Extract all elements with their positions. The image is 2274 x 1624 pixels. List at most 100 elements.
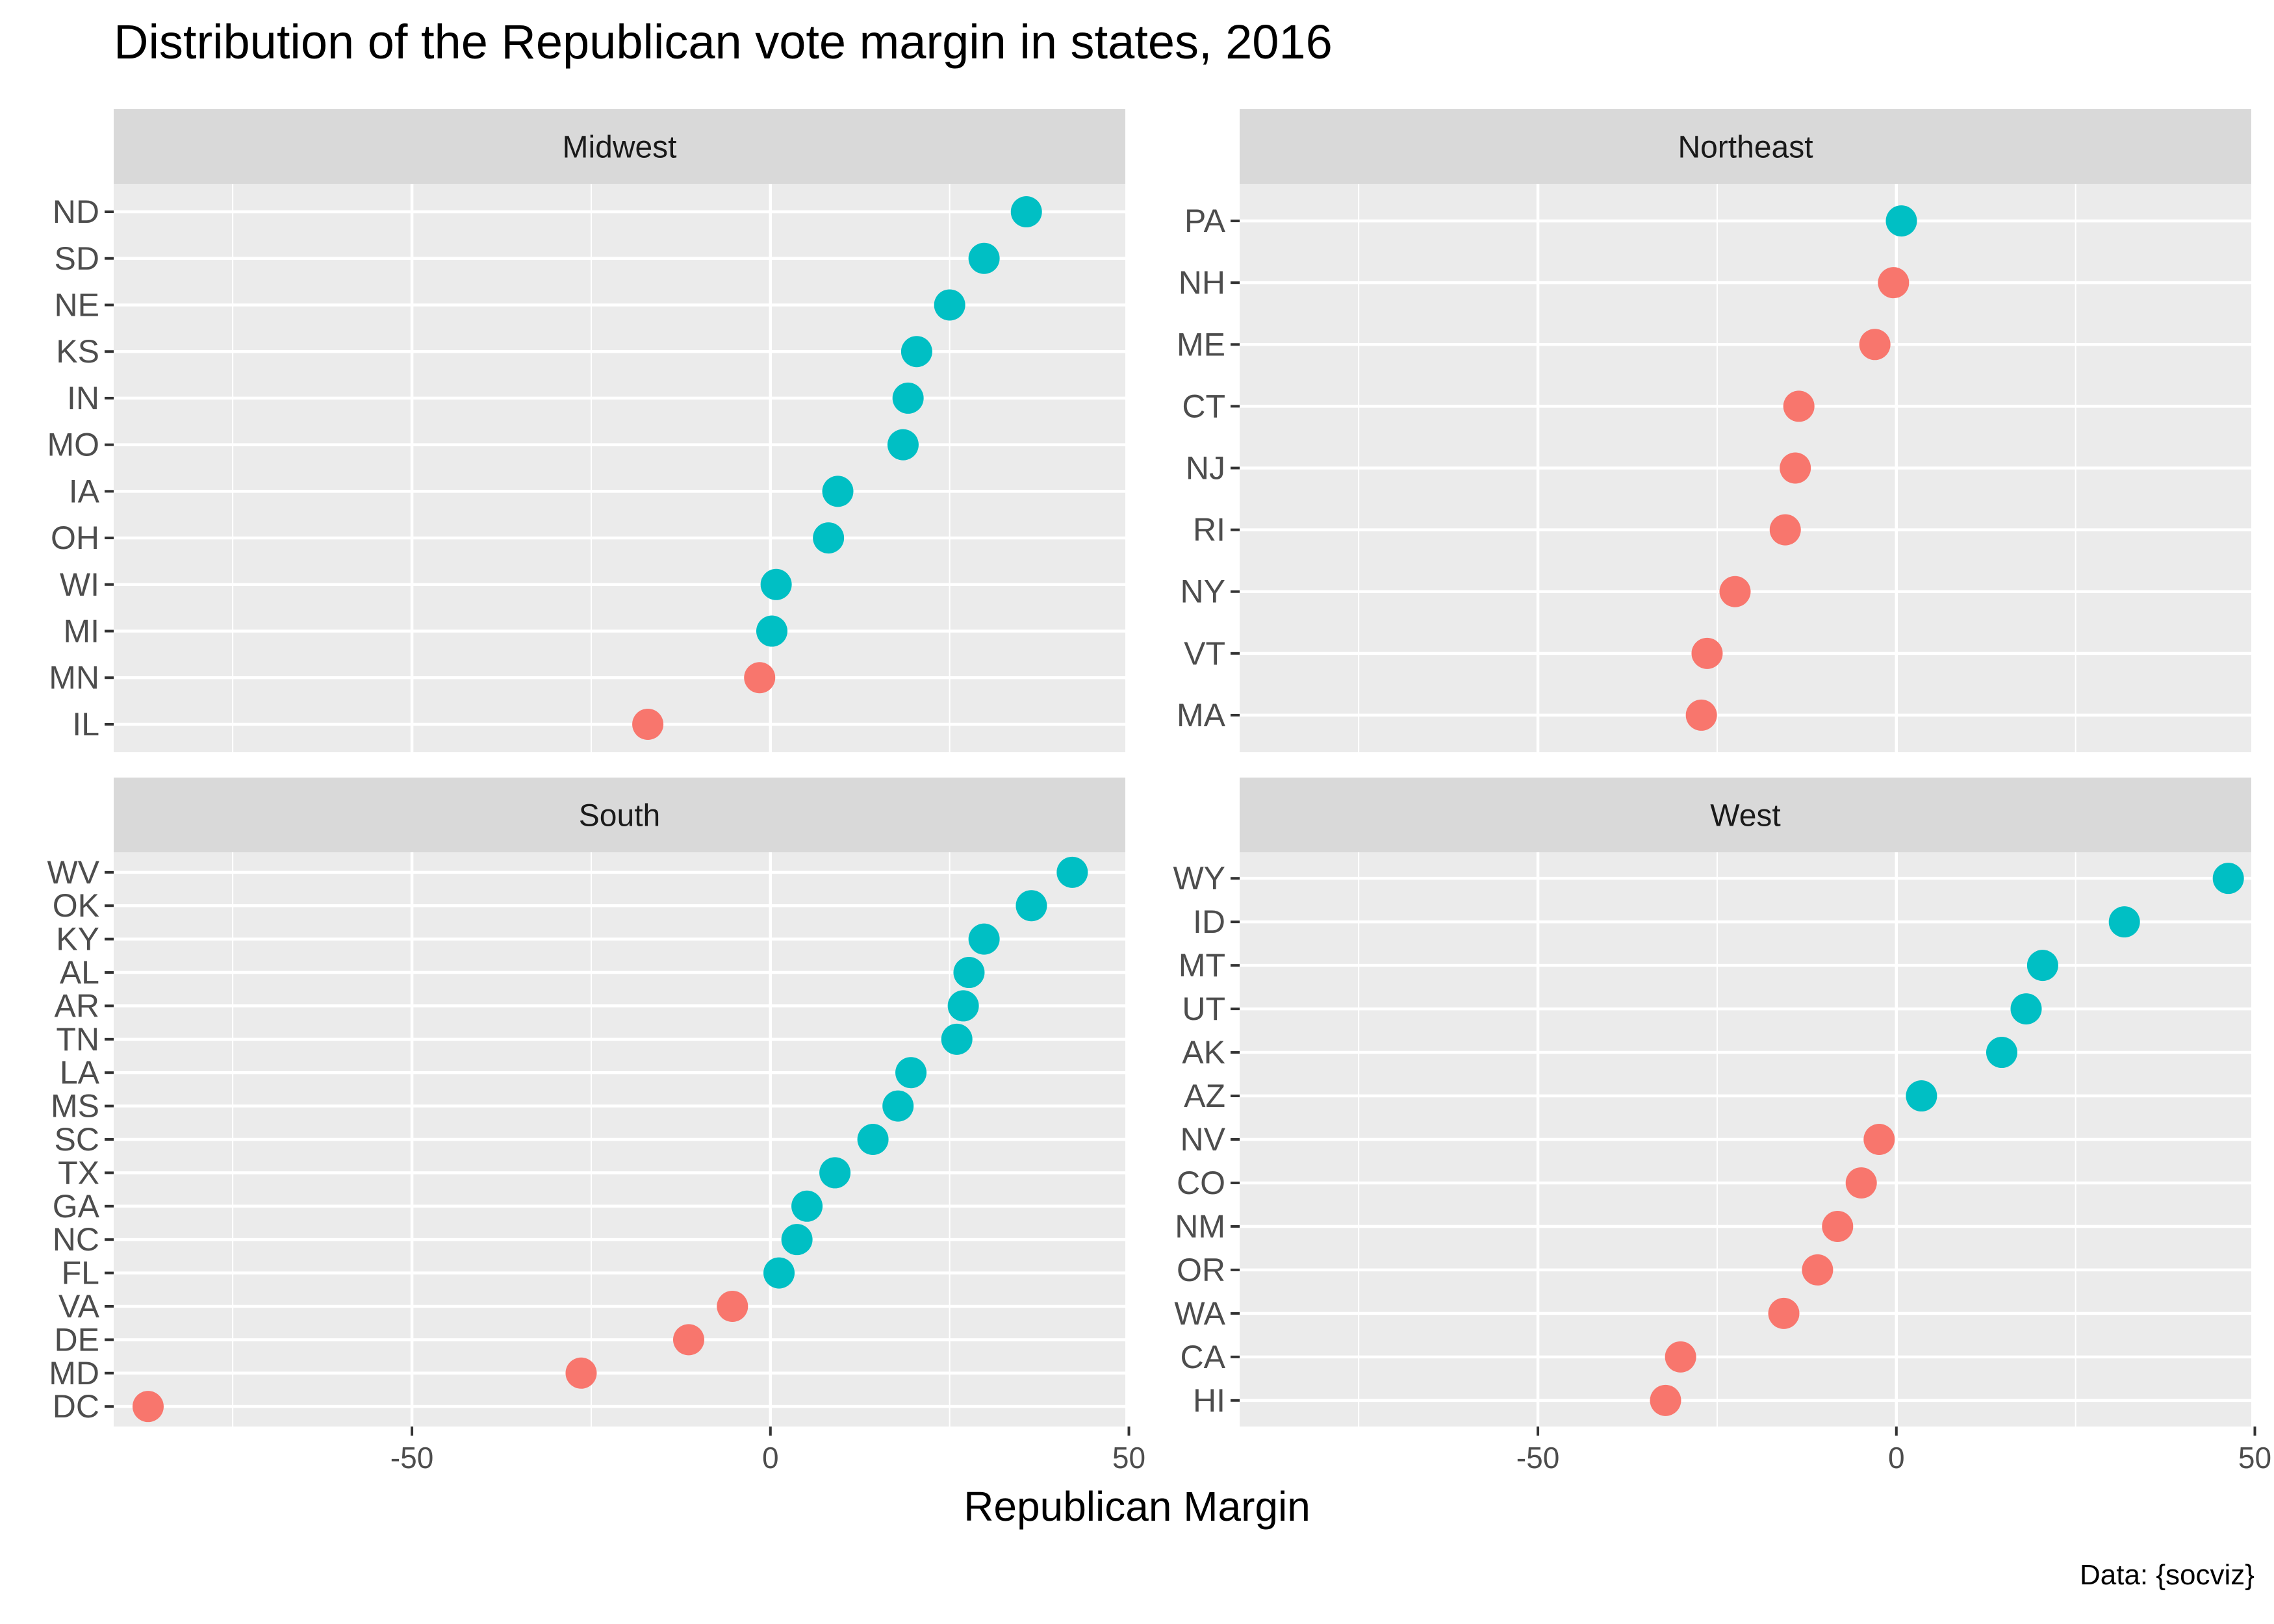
panel-northeast: Northeast PA NH ME CT NJ RI NY VT MA (1177, 109, 2256, 752)
y-tick-label-va: VA (58, 1288, 100, 1325)
point-la (895, 1057, 927, 1089)
y-tick-label-ak: AK (1182, 1034, 1225, 1071)
y-tick-label-dc: DC (53, 1388, 99, 1425)
point-in (892, 382, 924, 414)
y-tick-label-fl: FL (62, 1255, 99, 1291)
point-mi (756, 615, 787, 647)
point-nd (1010, 196, 1042, 228)
y-tick-label-md: MD (49, 1355, 99, 1391)
point-md (565, 1357, 597, 1389)
point-wv (1056, 856, 1088, 888)
point-ks (901, 336, 932, 368)
point-ut (2010, 993, 2042, 1025)
y-tick-label-id: ID (1193, 904, 1225, 940)
point-or (1802, 1254, 1833, 1286)
point-mo (887, 429, 919, 461)
y-tick-label-ok: OK (53, 887, 99, 924)
point-ne (934, 289, 965, 321)
facet-label: West (1710, 799, 1780, 833)
y-tick-label-ne: NE (55, 286, 99, 323)
y-tick-label-ar: AR (55, 987, 99, 1024)
y-tick-label-nh: NH (1179, 264, 1225, 301)
y-tick-label-oh: OH (51, 520, 99, 556)
point-tx (819, 1157, 851, 1189)
point-de (672, 1324, 704, 1356)
y-tick-label-al: AL (60, 954, 99, 991)
y-tick-label-ga: GA (53, 1188, 100, 1224)
facet-strip (114, 778, 1125, 852)
point-al (953, 957, 985, 989)
y-tick-label-or: OR (1177, 1252, 1225, 1288)
y-tick-label-nm: NM (1175, 1208, 1225, 1245)
point-ri (1769, 514, 1801, 546)
y-tick-label-wy: WY (1173, 860, 1225, 896)
point-ia (822, 476, 854, 507)
y-tick-label-la: LA (60, 1054, 100, 1091)
y-tick-label-ct: CT (1182, 388, 1225, 424)
facet-strip (1240, 109, 2251, 184)
panel-west: West WY ID MT UT AK AZ NV CO NM OR WA CA HI -50 0 50 (1173, 778, 2271, 1475)
y-tick-label-sd: SD (55, 240, 99, 277)
point-wa (1768, 1297, 1800, 1329)
point-nj (1780, 452, 1811, 484)
y-tick-label-az: AZ (1184, 1078, 1225, 1114)
y-tick-label-ca: CA (1181, 1339, 1226, 1375)
point-ma (1685, 699, 1717, 731)
y-tick-label-il: IL (72, 706, 99, 742)
y-tick-label-nd: ND (53, 194, 99, 230)
point-ar (947, 990, 979, 1022)
panel-background (114, 184, 1125, 752)
point-mt (2026, 950, 2058, 982)
point-nm (1822, 1210, 1854, 1242)
y-tick-label-mt: MT (1179, 947, 1225, 983)
y-tick-label-ms: MS (51, 1088, 99, 1124)
y-tick-label-de: DE (55, 1321, 99, 1358)
y-tick-label-wv: WV (47, 854, 99, 891)
x-tick-label: 0 (762, 1441, 779, 1475)
point-mn (744, 662, 776, 694)
point-wy (2212, 863, 2244, 894)
facet-label: South (579, 799, 660, 833)
point-wi (760, 568, 792, 600)
chart-title: Distribution of the Republican vote marg… (114, 15, 1333, 69)
y-tick-label-tn: TN (56, 1021, 99, 1058)
point-hi (1650, 1384, 1681, 1416)
point-il (632, 708, 664, 740)
y-tick-label-me: ME (1177, 326, 1225, 362)
caption: Data: {socviz} (2079, 1559, 2255, 1591)
point-ok (1016, 890, 1047, 922)
point-va (717, 1290, 748, 1322)
point-nh (1878, 267, 1910, 299)
facet-strip (1240, 778, 2251, 852)
point-ct (1783, 390, 1815, 422)
panel-midwest: Midwest ND SD NE KS IN MO IA OH WI MI MN IL (47, 109, 1131, 752)
y-tick-label-vt: VT (1184, 635, 1225, 672)
point-vt (1691, 637, 1723, 669)
y-tick-label-wa: WA (1174, 1295, 1225, 1332)
point-sc (857, 1124, 889, 1155)
facet-label: Midwest (562, 131, 676, 165)
y-tick-label-ky: KY (56, 921, 99, 958)
facet-strip (114, 109, 1125, 184)
point-sd (968, 242, 1000, 274)
point-az (1906, 1080, 1937, 1112)
x-tick-label: 0 (1888, 1441, 1905, 1475)
y-tick-label-in: IN (67, 380, 99, 416)
point-nc (781, 1224, 813, 1256)
point-ca (1665, 1341, 1696, 1373)
point-fl (763, 1257, 795, 1289)
point-nv (1863, 1124, 1895, 1155)
y-tick-label-mi: MI (63, 613, 99, 650)
y-tick-label-ri: RI (1193, 512, 1225, 548)
point-co (1845, 1167, 1877, 1199)
y-tick-label-mn: MN (49, 659, 99, 696)
point-me (1859, 329, 1891, 361)
y-tick-label-wi: WI (60, 566, 99, 603)
y-tick-label-nv: NV (1181, 1121, 1226, 1158)
y-tick-label-co: CO (1177, 1165, 1225, 1201)
y-tick-label-ny: NY (1181, 574, 1225, 610)
x-tick-label: 50 (1112, 1441, 1145, 1475)
point-ms (882, 1090, 914, 1122)
